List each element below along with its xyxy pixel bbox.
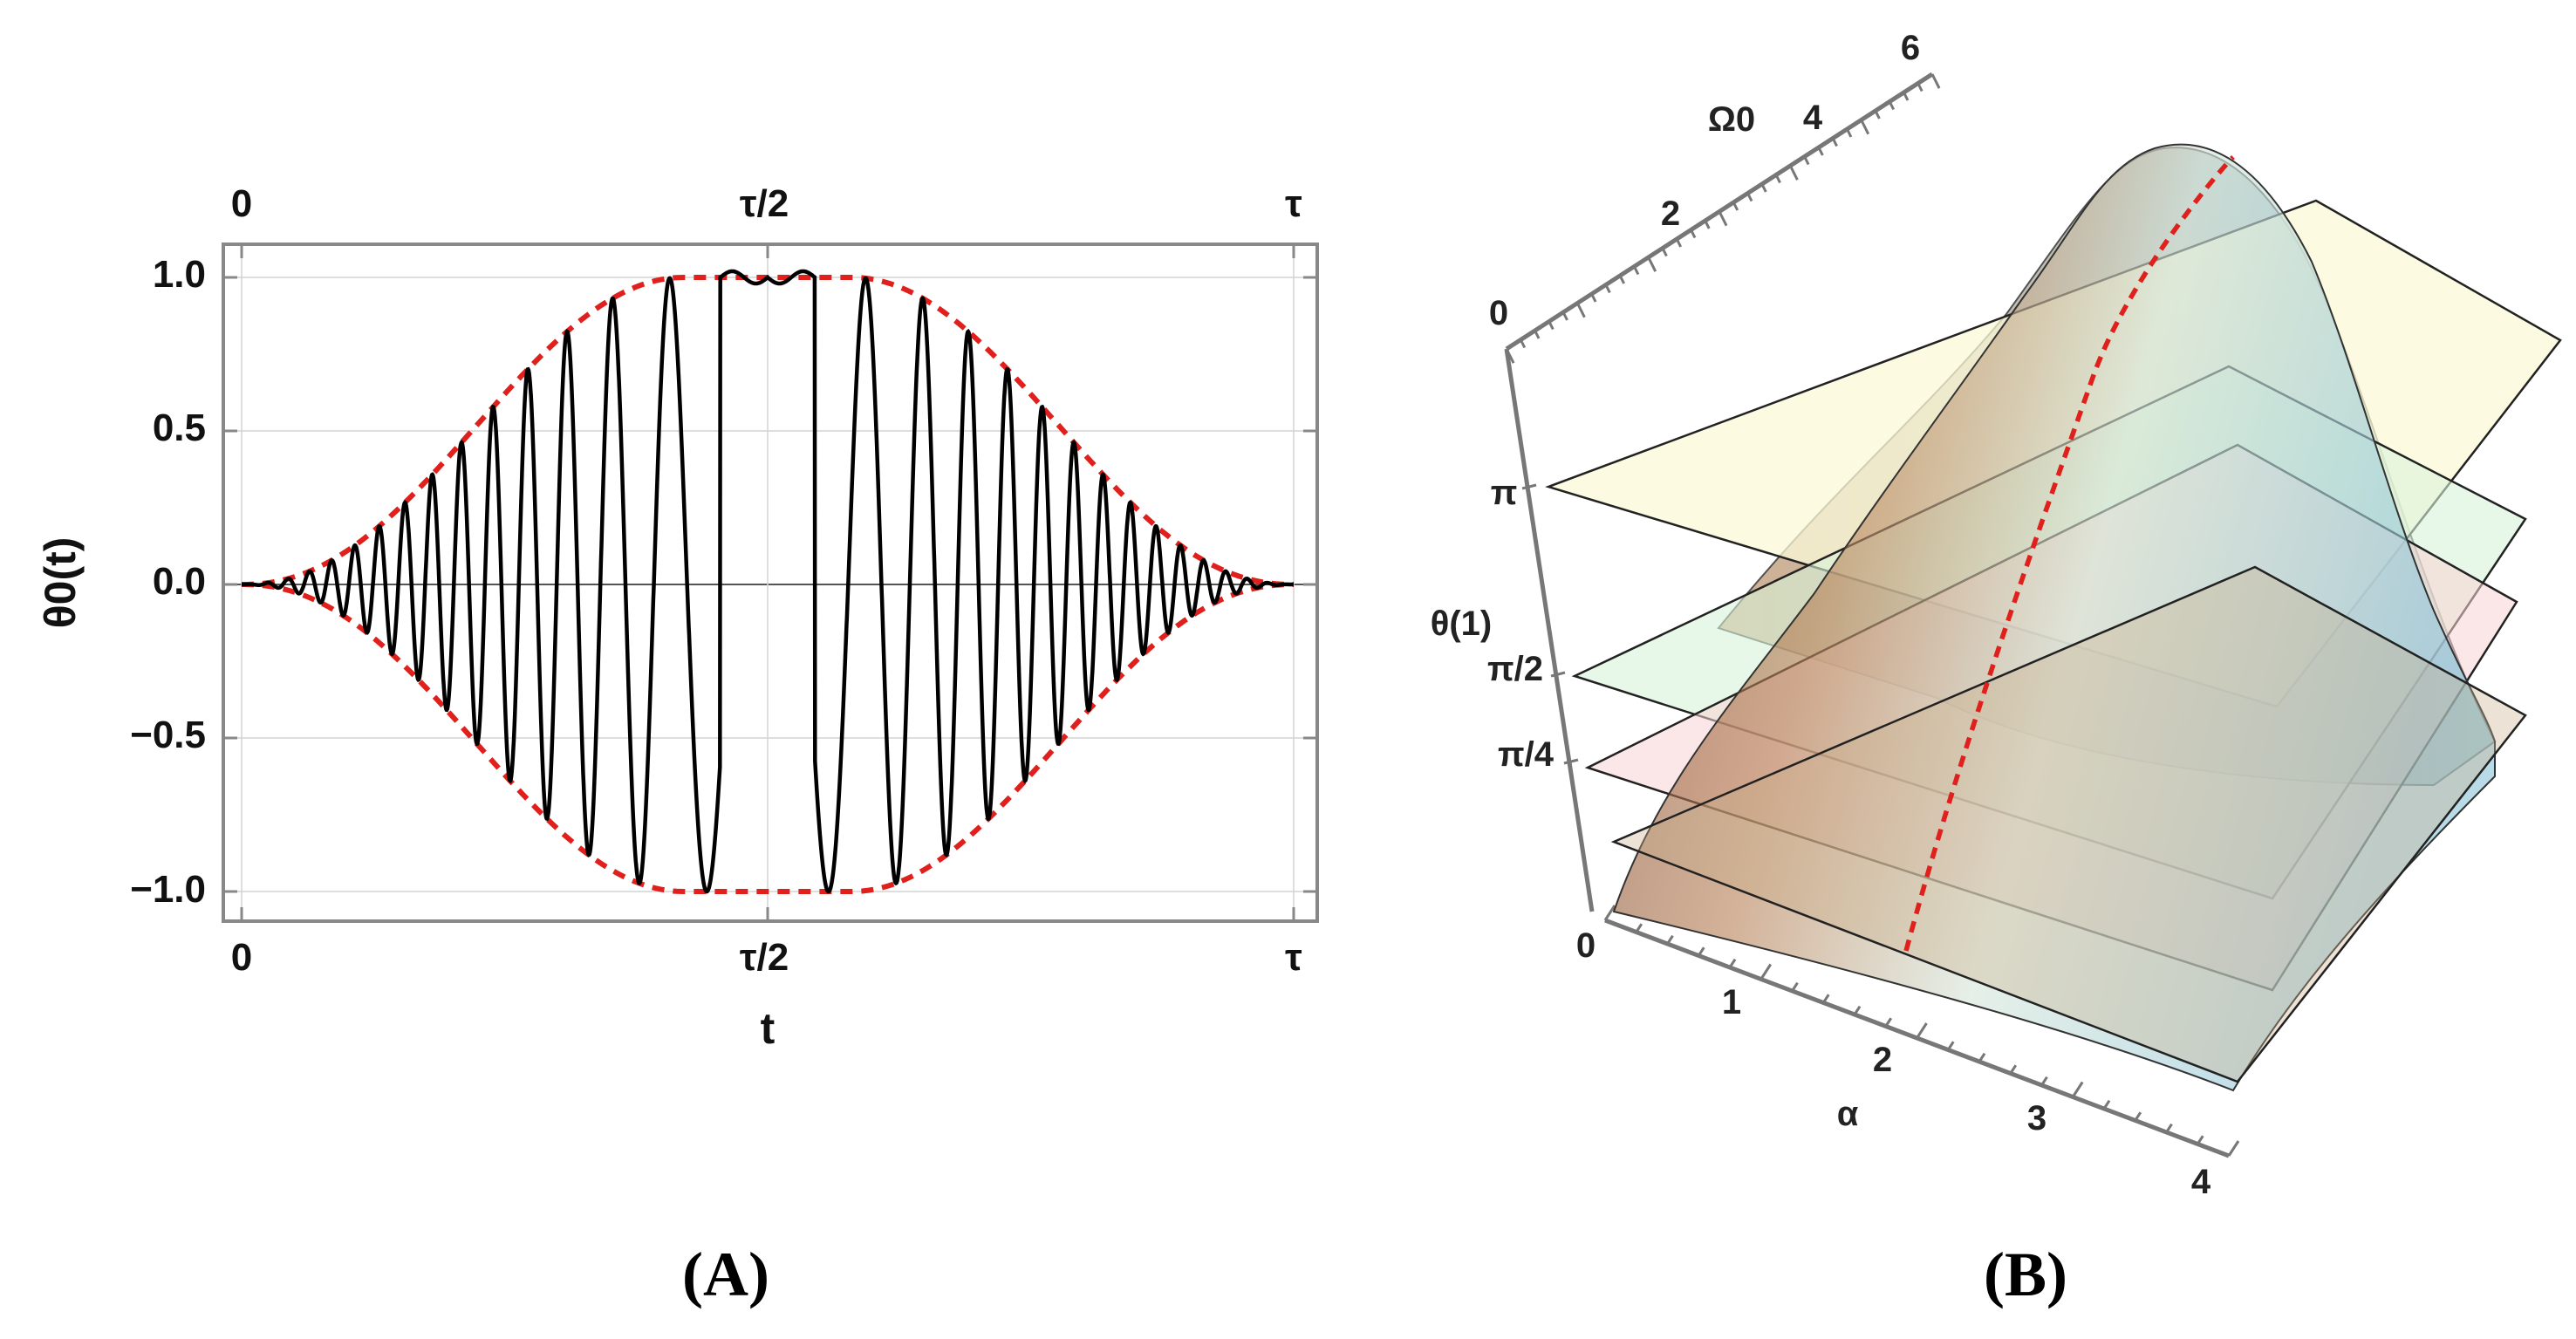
box-tick xyxy=(1821,994,1830,1004)
box-tick xyxy=(1675,238,1683,248)
box-tick xyxy=(1690,229,1697,239)
box-tick xyxy=(1666,934,1674,945)
z-tick-pi: π xyxy=(1491,474,1518,512)
box-tick xyxy=(1635,923,1643,933)
box-tick xyxy=(1946,1041,1955,1051)
theta1-axis-title: θ(1) xyxy=(1431,605,1493,643)
box-tick xyxy=(1903,92,1910,101)
box-tick xyxy=(1874,110,1881,120)
box-tick xyxy=(1884,1017,1893,1028)
plane-base xyxy=(1610,565,2527,1083)
y-tick-label-m1: −1.0 xyxy=(130,868,206,911)
box-tick xyxy=(2009,1064,2018,1075)
box-tick xyxy=(1791,981,1799,992)
box-tick xyxy=(1788,165,1799,181)
box-tick xyxy=(1774,174,1781,184)
box-tick xyxy=(1704,220,1711,229)
y-tick-label-0: 0.0 xyxy=(153,560,206,603)
box-tick xyxy=(1647,256,1657,272)
panel-a-caption: (A) xyxy=(682,1240,769,1309)
box-tick xyxy=(1760,183,1767,193)
box-axis-left xyxy=(1504,348,1595,912)
panel-a-plot: 1.0 0.5 0.0 −0.5 −1.0 0 τ/2 τ 0 τ/2 τ t … xyxy=(36,182,1319,1309)
box-tick xyxy=(1550,671,1566,678)
box-tick xyxy=(2102,1099,2111,1110)
box-tick xyxy=(1846,128,1853,138)
alpha-tick-1: 1 xyxy=(1722,983,1741,1021)
box-tick xyxy=(1916,1022,1928,1039)
omega-tick-6: 6 xyxy=(1901,29,1920,67)
panel-b-plot: 0 2 4 6 π π/2 π/4 0 1 2 3 4 α Ω0 θ(1) (B… xyxy=(1431,29,2562,1309)
alpha-axis-title: α xyxy=(1837,1095,1859,1133)
box-tick xyxy=(1888,100,1896,111)
surface-front xyxy=(1612,143,2496,1092)
grid-lines xyxy=(223,244,1317,921)
box-tick xyxy=(1853,1005,1862,1015)
box-tick xyxy=(1831,137,1838,147)
box-axis-ticks xyxy=(1505,73,2240,1157)
top-tick-label-tau: τ xyxy=(1285,182,1302,225)
theta0-curve xyxy=(242,269,1294,894)
box-tick xyxy=(1575,302,1586,318)
box-tick xyxy=(1803,155,1810,166)
box-tick xyxy=(1728,958,1737,968)
z-tick-pi-quarter: π/4 xyxy=(1498,735,1554,774)
omega-axis-title: Ω0 xyxy=(1708,100,1755,139)
ridge-dashed-line xyxy=(1903,155,2235,952)
alpha-tick-0: 0 xyxy=(1576,926,1595,965)
box-tick xyxy=(1661,247,1668,257)
box-tick xyxy=(1930,73,1941,89)
box-tick xyxy=(1618,275,1625,284)
box-tick xyxy=(1534,330,1541,339)
box-tick xyxy=(1697,946,1705,957)
omega-tick-0: 0 xyxy=(1489,294,1508,332)
box-tick xyxy=(1633,265,1640,276)
box-tick xyxy=(1860,119,1870,135)
box-tick xyxy=(2071,1081,2084,1098)
panel-b-caption: (B) xyxy=(1984,1240,2067,1309)
box-tick xyxy=(1917,82,1923,92)
box-tick xyxy=(1590,293,1597,303)
plot-frame xyxy=(222,243,1319,923)
alpha-tick-2: 2 xyxy=(1873,1041,1892,1079)
box-tick xyxy=(1521,483,1537,490)
box-tick xyxy=(2196,1135,2204,1145)
x-tick-label-tau: τ xyxy=(1285,936,1302,979)
z-tick-pi-half: π/2 xyxy=(1487,650,1543,688)
top-tick-label-half: τ/2 xyxy=(740,182,789,225)
x-tick-label-half: τ/2 xyxy=(740,936,789,979)
box-tick xyxy=(1718,210,1728,227)
alpha-tick-3: 3 xyxy=(2027,1099,2046,1137)
box-tick xyxy=(2040,1076,2048,1086)
box-tick xyxy=(1746,192,1753,202)
y-tick-label-1: 1.0 xyxy=(153,253,206,296)
alpha-tick-4: 4 xyxy=(2191,1163,2211,1201)
box-tick xyxy=(2227,1140,2240,1157)
y-tick-label-0p5: 0.5 xyxy=(153,406,206,449)
x-axis-title: t xyxy=(761,1004,776,1053)
omega-tick-4: 4 xyxy=(1803,99,1823,137)
top-tick-label-0: 0 xyxy=(231,182,252,225)
box-tick xyxy=(1732,202,1739,211)
x-tick-label-0: 0 xyxy=(231,936,252,979)
y-tick-label-m0p5: −0.5 xyxy=(130,714,206,756)
box-tick xyxy=(1519,338,1527,349)
box-tick xyxy=(1603,905,1616,921)
box-tick xyxy=(1604,284,1611,294)
box-tick xyxy=(1548,320,1554,331)
box-tick xyxy=(1817,147,1824,156)
frame-ticks xyxy=(223,244,1317,921)
omega-tick-2: 2 xyxy=(1661,195,1680,233)
box-tick xyxy=(2165,1123,2173,1133)
box-tick xyxy=(1505,348,1515,364)
y-axis-title: θ0(t) xyxy=(36,537,85,629)
box-tick xyxy=(1759,963,1773,980)
box-tick xyxy=(1563,758,1579,765)
box-tick xyxy=(2134,1111,2142,1122)
box-tick xyxy=(1561,311,1568,321)
box-tick xyxy=(1978,1052,1986,1062)
